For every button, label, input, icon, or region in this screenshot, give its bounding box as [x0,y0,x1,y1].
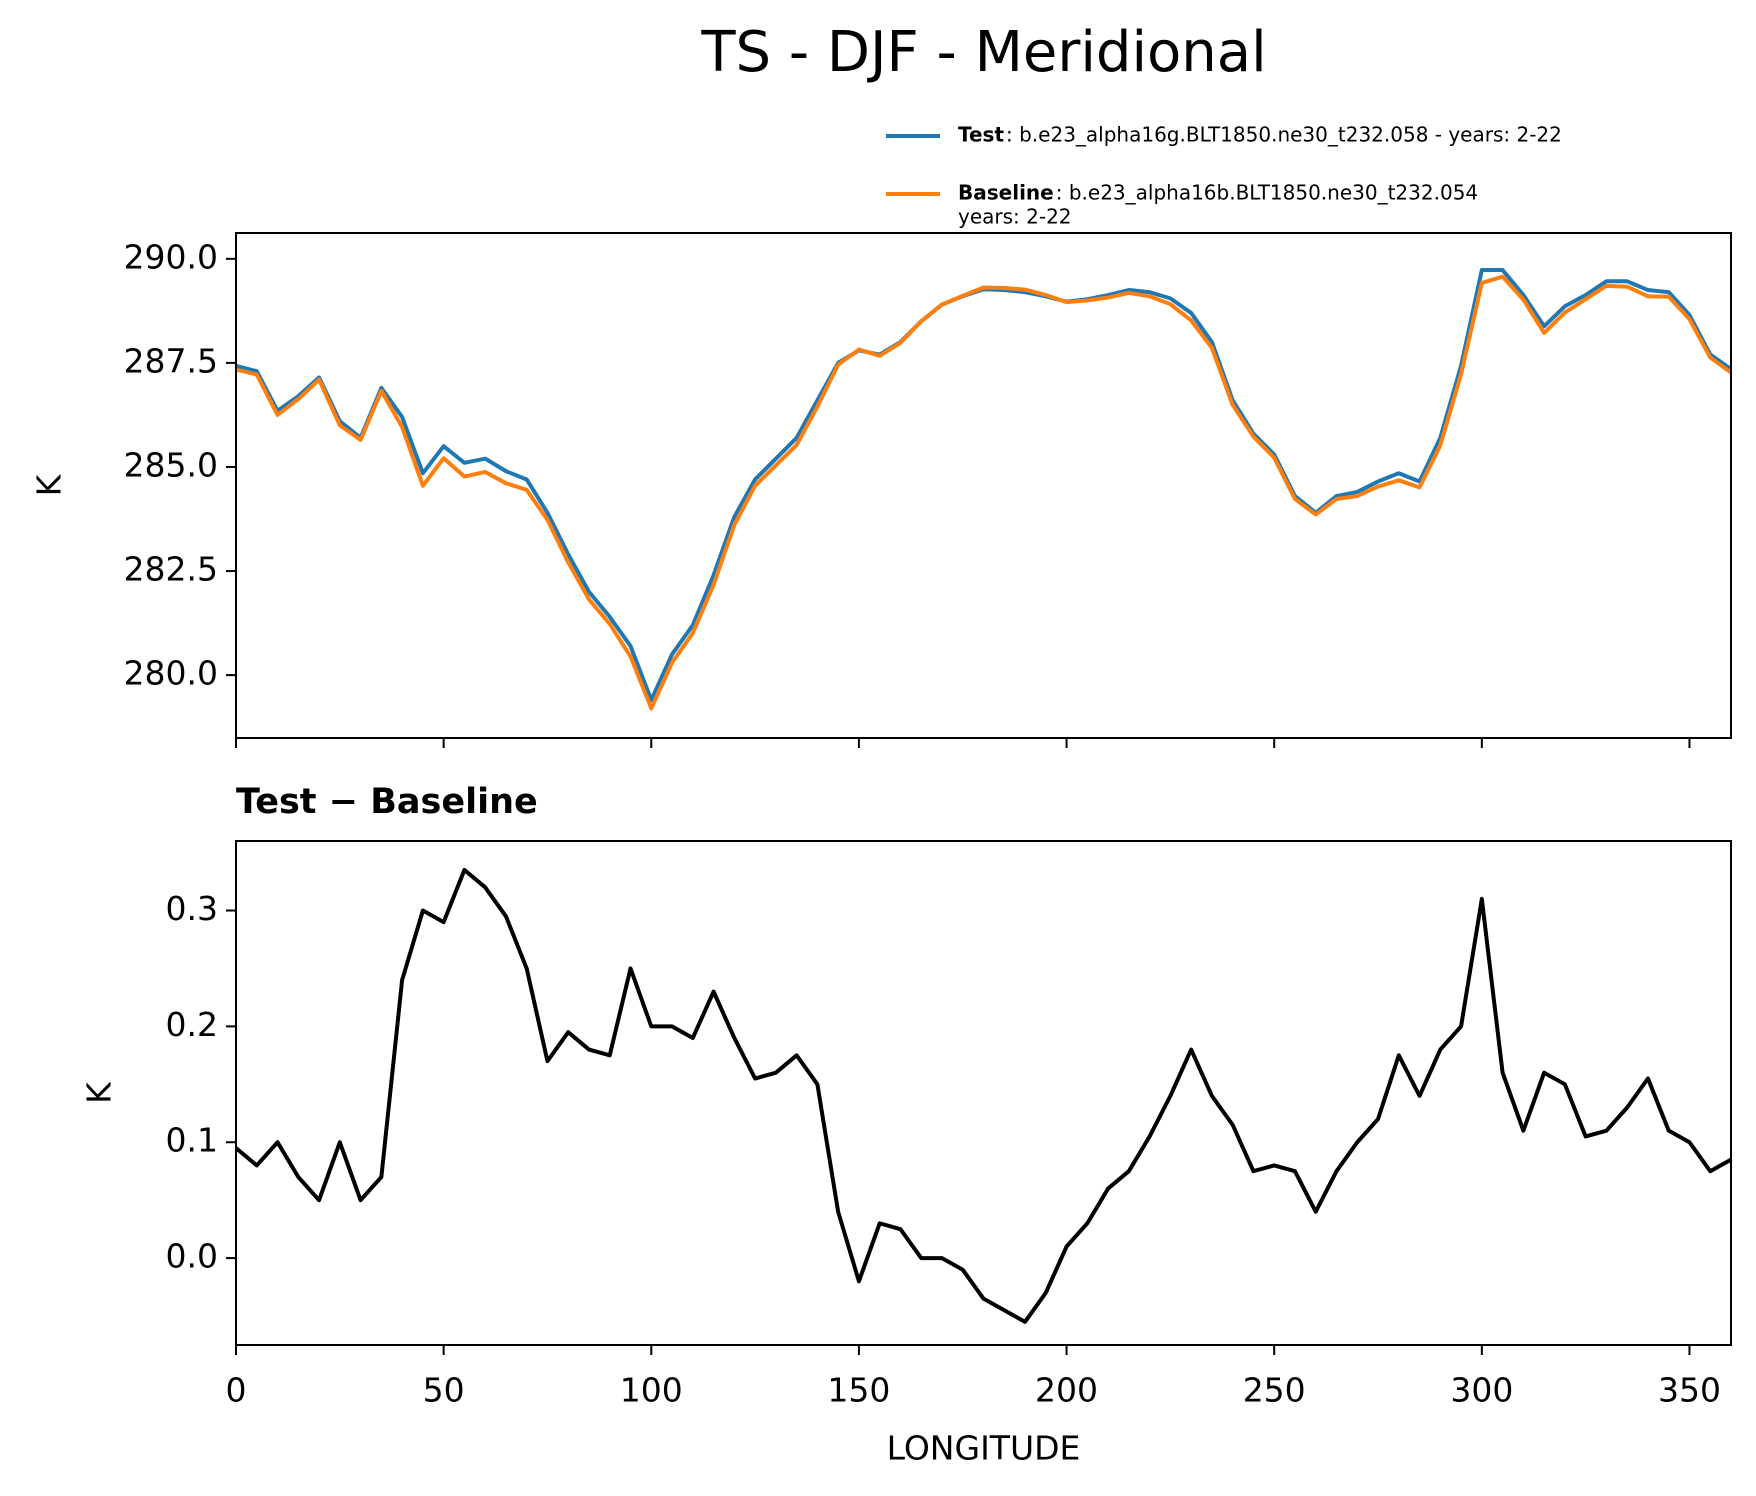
x-tick-label: 150 [827,1371,890,1410]
y-tick-label: 287.5 [124,341,218,380]
axes-frame [235,840,1732,1346]
x-tick-label: 100 [620,1371,683,1410]
x-tick-label: 300 [1450,1371,1513,1410]
legend-name: Baseline [958,181,1054,205]
legend-label: years: 2-22 [958,205,1072,229]
legend-label: : b.e23_alpha16b.BLT1850.ne30_t232.054 [1056,181,1478,205]
figure-title: TS - DJF - Meridional [700,20,1266,85]
x-tick-label: 50 [423,1371,465,1410]
legend-label: : b.e23_alpha16g.BLT1850.ne30_t232.058 -… [1006,123,1562,147]
y-tick-label: 0.3 [166,889,218,928]
y-tick-label: 0.2 [166,1005,218,1044]
y-tick-label: 282.5 [124,550,218,589]
x-tick-label: 350 [1658,1371,1721,1410]
legend-name: Test [958,123,1004,147]
y-tick-label: 290.0 [124,237,218,276]
y-axis-label: K [30,473,69,496]
axes-title: Test − Baseline [236,782,538,822]
y-tick-label: 280.0 [124,654,218,693]
y-axis-label: K [80,1081,119,1104]
data-line [235,268,1733,703]
y-tick-label: 285.0 [124,445,218,484]
y-tick-label: 0.1 [166,1121,218,1160]
x-axis-label: LONGITUDE [887,1429,1081,1468]
data-line [234,867,1732,1324]
x-tick-label: 200 [1035,1371,1098,1410]
axes-frame [235,232,1732,739]
x-tick-label: 250 [1243,1371,1306,1410]
data-line [235,274,1733,711]
y-tick-label: 0.0 [166,1237,218,1276]
x-tick-label: 0 [226,1371,247,1410]
